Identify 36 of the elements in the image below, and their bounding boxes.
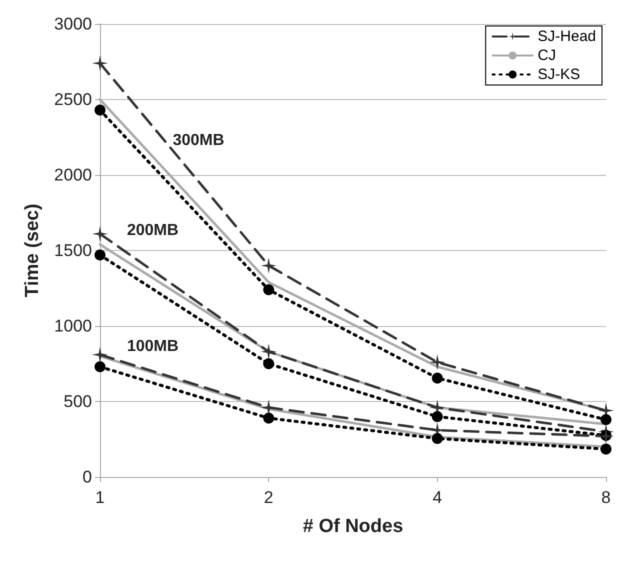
annotation: 100MB — [126, 338, 179, 356]
x-tick-label: 1 — [95, 488, 105, 507]
point — [260, 258, 277, 274]
y-tick-label: 500 — [64, 392, 92, 411]
y-tick-label: 3000 — [54, 14, 92, 34]
point — [94, 361, 106, 372]
point — [94, 104, 106, 116]
legend-label: SJ-KS — [538, 66, 580, 83]
point — [263, 412, 274, 424]
legend-label: CJ — [538, 47, 556, 64]
point — [263, 358, 274, 370]
y-tick-label: 2500 — [54, 90, 92, 109]
point — [263, 284, 274, 296]
point — [94, 250, 106, 261]
y-tick-label: 1000 — [54, 316, 92, 336]
y-tick-label: 2000 — [54, 166, 92, 184]
point — [92, 226, 108, 242]
x-axis-title: # Of Nodes — [302, 516, 404, 537]
point — [600, 414, 612, 426]
point — [260, 344, 277, 360]
y-tick-label: 0 — [82, 468, 92, 486]
x-tick-label: 2 — [264, 488, 274, 507]
point — [432, 372, 443, 384]
point — [600, 444, 612, 455]
point — [92, 346, 108, 363]
y-tick-label: 1500 — [54, 241, 92, 260]
x-tick-label: 4 — [432, 488, 442, 507]
x-tick-label: 8 — [601, 488, 611, 507]
legend-label: SJ-Head — [538, 28, 596, 45]
point — [92, 55, 108, 72]
y-axis-title: Time (sec) — [22, 204, 43, 298]
point — [432, 433, 443, 444]
point — [429, 354, 446, 370]
annotation: 300MB — [172, 132, 224, 149]
annotation: 200MB — [126, 222, 179, 240]
point — [432, 411, 443, 422]
